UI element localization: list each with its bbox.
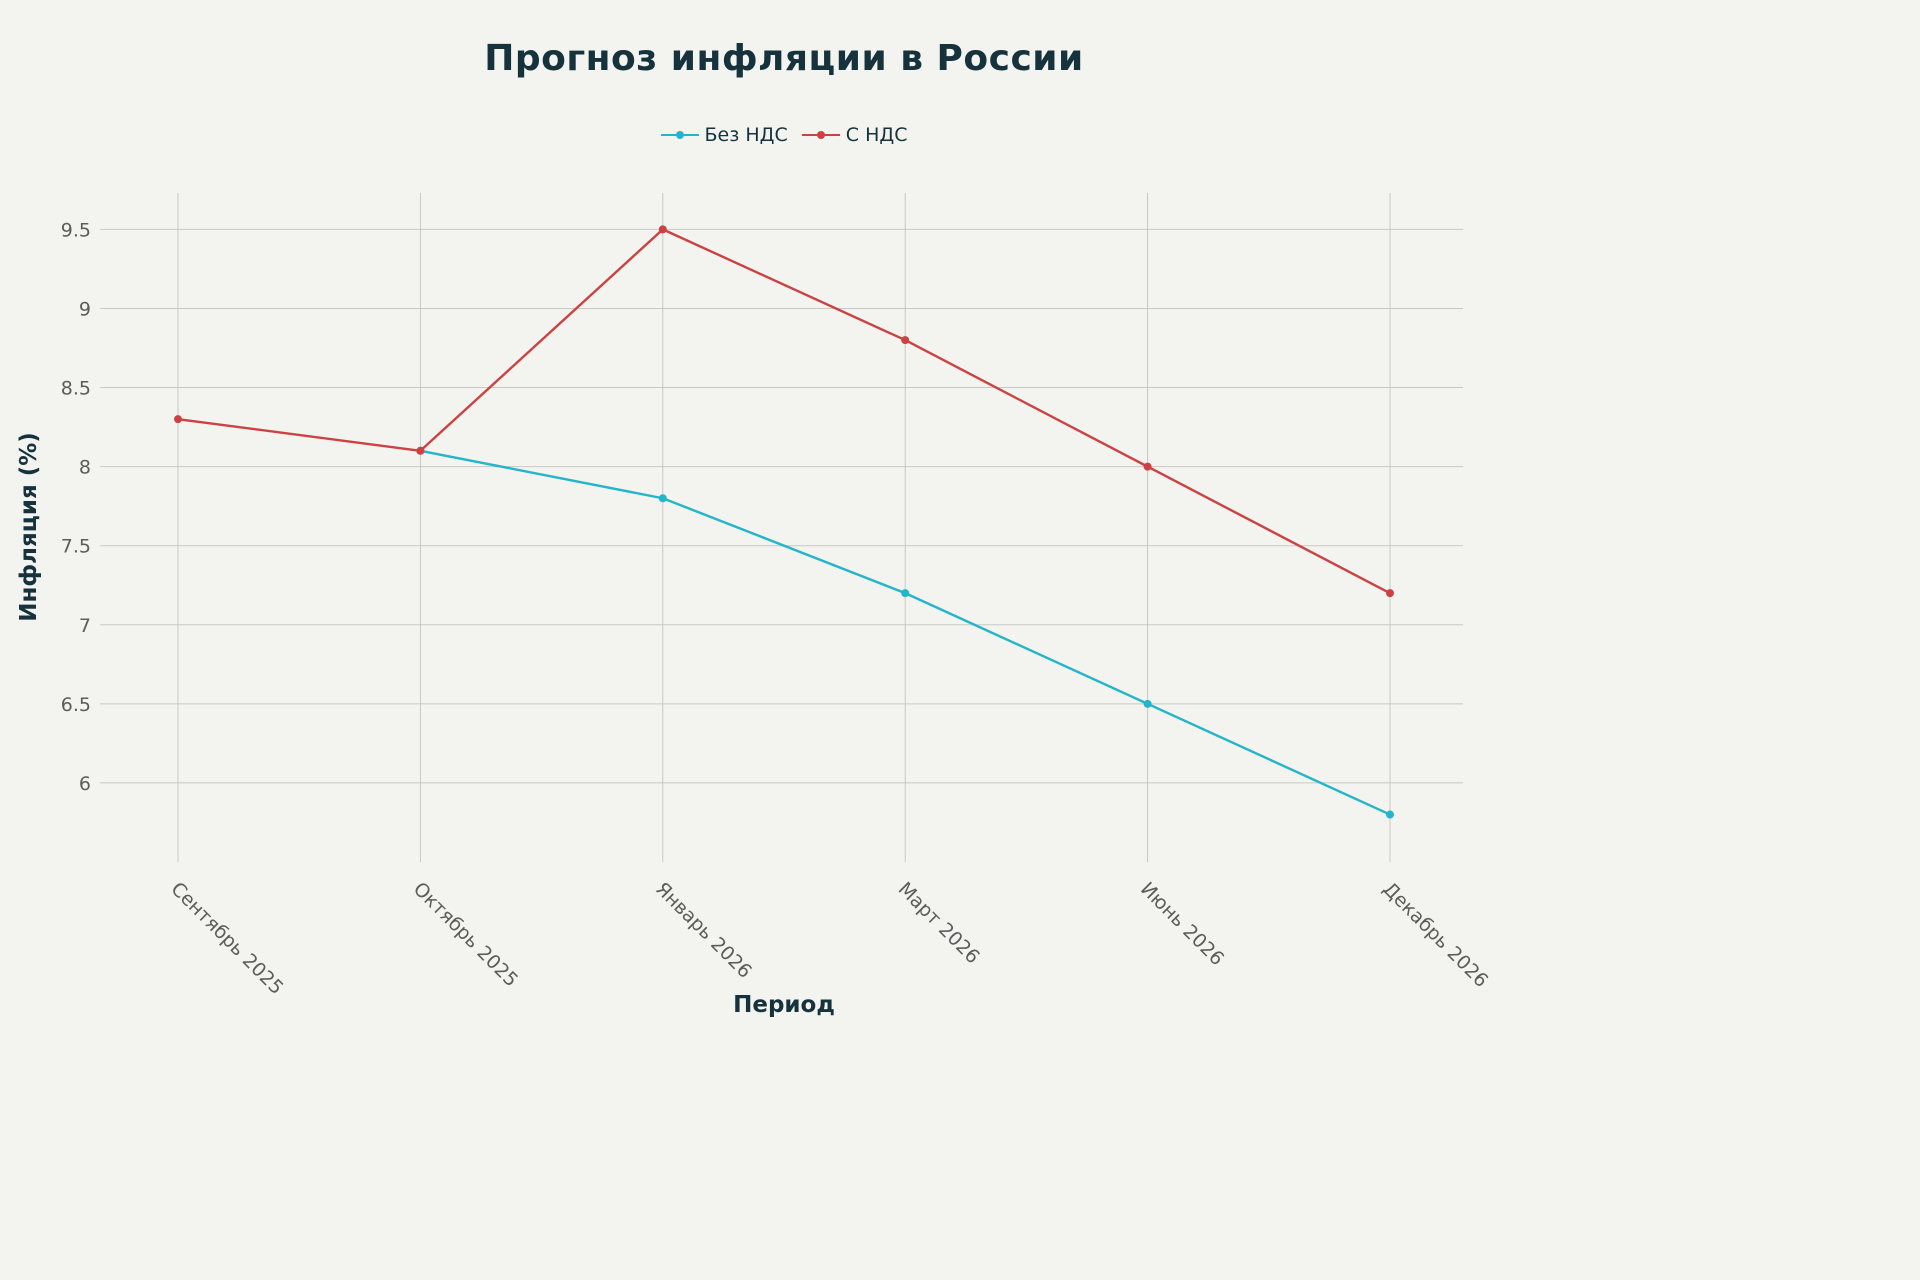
legend-dot-series-0: [675, 131, 684, 139]
series-line-1[interactable]: [177, 228, 1391, 595]
plot-area: 6 6.5 7 7.5 8 8.5 9 9.5 Сентябрь 2025 Октябрь 202…: [16, 193, 1493, 1018]
y-tick-label: 9.5: [61, 219, 91, 241]
series-layer: [174, 225, 1394, 819]
legend-dot-series-1: [816, 131, 825, 139]
x-tick-label: Сентябрь 2025: [166, 878, 287, 999]
chart-root: Прогноз инфляции в России Без НДС С НДС …: [0, 38, 1568, 1018]
y-tick-label: 7.5: [61, 536, 91, 558]
legend-item-series-0[interactable]: Без НДС: [660, 124, 788, 146]
tick-layer: 6 6.5 7 7.5 8 8.5 9 9.5 Сентябрь 2025 Октябрь 202…: [61, 219, 1493, 999]
legend: Без НДС С НДС: [0, 124, 1568, 146]
y-tick-label: 8.5: [61, 378, 91, 400]
data-point-series-0[interactable]: [658, 494, 667, 503]
data-point-series-1[interactable]: [174, 415, 182, 424]
x-tick-label: Декабрь 2026: [1378, 878, 1492, 992]
data-point-series-0[interactable]: [1143, 699, 1152, 708]
y-tick-label: 9: [79, 298, 91, 320]
legend-item-series-1[interactable]: С НДС: [801, 124, 908, 146]
data-point-series-1[interactable]: [901, 336, 910, 345]
x-tick-label: Июнь 2026: [1136, 878, 1228, 970]
x-axis-title: Период: [733, 992, 835, 1018]
data-point-series-0[interactable]: [901, 589, 910, 598]
y-tick-label: 6: [79, 773, 91, 795]
data-point-series-1[interactable]: [658, 225, 667, 234]
x-tick-label: Январь 2026: [651, 878, 756, 983]
y-axis-title: Инфляция (%): [16, 432, 42, 622]
grid-layer: [100, 193, 1463, 862]
x-tick-label: Март 2026: [894, 878, 984, 968]
legend-swatch-series-1: [801, 128, 840, 142]
legend-label-series-1: С НДС: [845, 124, 908, 146]
legend-label-series-0: Без НДС: [704, 124, 788, 146]
data-point-series-0[interactable]: [1386, 810, 1394, 819]
y-tick-label: 8: [79, 457, 91, 479]
data-point-series-1[interactable]: [1386, 589, 1394, 598]
x-tick-label: Октябрь 2025: [409, 878, 522, 991]
data-point-series-1[interactable]: [416, 446, 425, 455]
y-tick-label: 7: [79, 615, 91, 637]
data-point-series-1[interactable]: [1143, 462, 1152, 471]
legend-swatch-series-0: [660, 128, 699, 142]
y-tick-label: 6.5: [61, 694, 91, 716]
chart-title: Прогноз инфляции в России: [484, 38, 1084, 79]
